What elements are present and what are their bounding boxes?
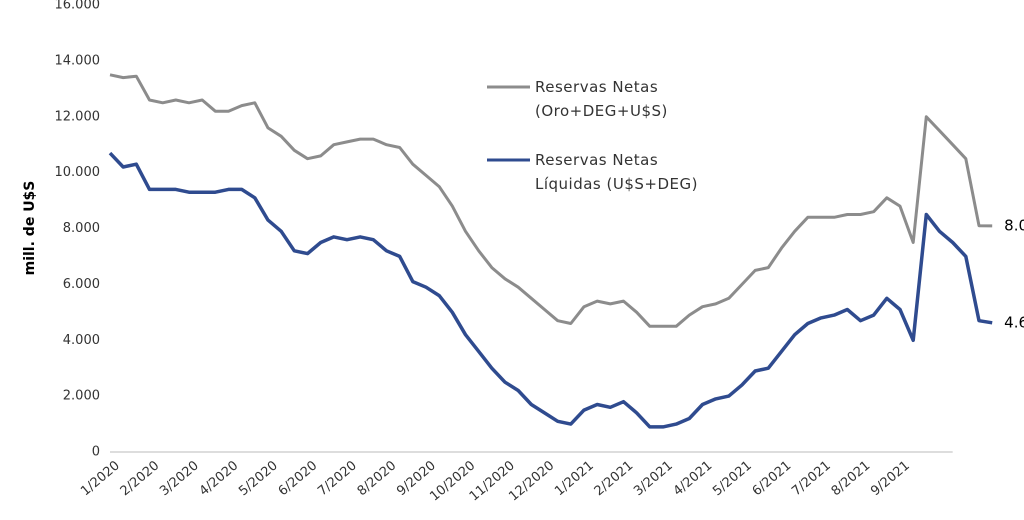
x-tick-label: 4/2021 <box>671 458 716 499</box>
x-tick-label: 5/2020 <box>236 458 281 499</box>
x-tick-label: 8/2020 <box>355 458 400 499</box>
y-tick-label: 8.000 <box>63 221 100 236</box>
x-tick-label: 5/2021 <box>710 458 755 499</box>
value-label: 4.625 <box>1004 313 1024 331</box>
x-tick-label: 6/2020 <box>276 458 321 499</box>
y-axis-label: mill. de U$S <box>22 181 38 276</box>
x-tick-label: 2/2021 <box>592 458 637 499</box>
y-tick-label: 10.000 <box>55 165 101 180</box>
x-tick-label: 4/2020 <box>197 458 242 499</box>
series-line <box>109 73 993 328</box>
x-tick-label: 2/2020 <box>118 458 163 499</box>
x-tick-label: 1/2020 <box>78 458 123 499</box>
y-tick-label: 0 <box>92 445 100 460</box>
y-tick-label: 4.000 <box>63 333 100 348</box>
series-line <box>108 151 993 429</box>
y-tick-label: 6.000 <box>63 277 100 292</box>
x-tick-label: 7/2020 <box>315 458 360 499</box>
x-tick-label: 6/2021 <box>750 458 795 499</box>
y-tick-label: 2.000 <box>63 389 100 404</box>
y-tick-label: 16.000 <box>55 0 101 13</box>
x-tick-label: 8/2021 <box>829 458 874 499</box>
x-tick-label: 7/2021 <box>789 458 834 499</box>
value-label: 8.094 <box>1004 216 1024 234</box>
x-tick-label: 1/2021 <box>552 458 597 499</box>
y-tick-label: 14.000 <box>55 53 101 68</box>
y-tick-label: 12.000 <box>55 109 101 124</box>
x-tick-label: 9/2021 <box>868 458 913 499</box>
legend-text: Reservas Netas (Oro+DEG+U$S) <box>535 78 668 120</box>
legend-text: Reservas Netas Líquidas (U$S+DEG) <box>535 151 698 193</box>
x-tick-label: 3/2020 <box>157 458 202 499</box>
x-tick-label: 3/2021 <box>631 458 676 499</box>
